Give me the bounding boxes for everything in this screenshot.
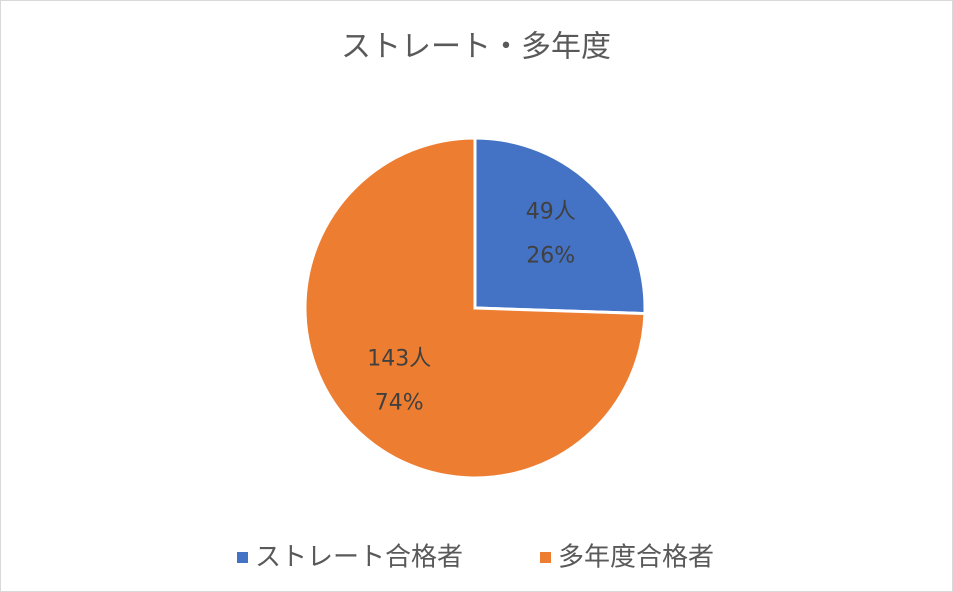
- legend-label: 多年度合格者: [558, 543, 714, 573]
- pie-slice: [473, 136, 647, 316]
- pie-slice: [303, 136, 647, 480]
- chart-title: ストレート・多年度: [341, 30, 611, 65]
- legend-label: ストレート合格者: [255, 543, 463, 573]
- data-label: 49人: [526, 200, 576, 225]
- legend-swatch: [540, 552, 551, 563]
- data-label: 143人: [367, 346, 431, 371]
- percent-label: 26%: [526, 244, 575, 269]
- percent-label: 74%: [375, 390, 424, 415]
- legend-swatch: [237, 552, 248, 563]
